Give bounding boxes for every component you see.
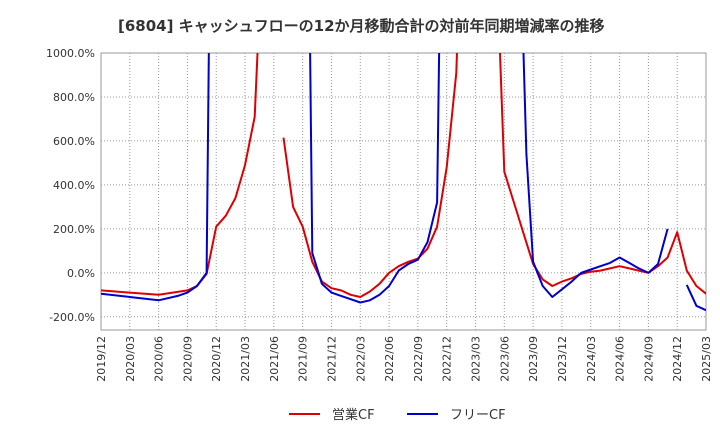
y-tick-label: 400.0% (53, 179, 95, 192)
x-tick-label: 2021/03 (239, 336, 252, 382)
x-tick-label: 2022/03 (354, 336, 367, 382)
series-line-operating-cf (498, 53, 706, 295)
y-tick-label: 600.0% (53, 135, 95, 148)
series-line-free-cf (101, 53, 210, 302)
x-tick-label: 2021/06 (268, 336, 281, 382)
legend-label: フリーCF (450, 408, 506, 423)
y-axis: -200.0% 0.0% 200.0% 400.0% 600.0% 800.0% 1000.… (46, 47, 95, 324)
x-tick-label: 2023/06 (498, 336, 511, 382)
series-line-operating-cf (282, 53, 458, 298)
series-line-free-cf (522, 53, 669, 298)
x-tick-label: 2024/03 (585, 336, 598, 382)
series-line-operating-cf (101, 53, 259, 296)
x-tick-label: 2020/06 (153, 336, 166, 382)
x-tick-label: 2022/06 (383, 336, 396, 382)
chart-title: [6804] キャッシュフローの12か月移動合計の対前年同期増減率の推移 (118, 17, 605, 35)
legend: 営業CF フリーCF (289, 407, 506, 423)
x-tick-label: 2020/09 (181, 336, 194, 382)
plot-background (101, 53, 706, 330)
x-tick-label: 2019/12 (95, 336, 108, 382)
x-tick-label: 2023/12 (556, 336, 569, 382)
x-tick-label: 2024/09 (642, 336, 655, 382)
x-tick-label: 2023/09 (527, 336, 540, 382)
y-tick-label: 800.0% (53, 91, 95, 104)
grid (100, 52, 707, 331)
x-tick-label: 2022/09 (412, 336, 425, 382)
x-tick-label: 2021/09 (297, 336, 310, 382)
x-tick-label: 2020/12 (210, 336, 223, 382)
plot-area (101, 53, 706, 312)
series-line-free-cf (309, 53, 441, 304)
legend-label: 営業CF (332, 407, 375, 423)
series-line-free-cf (685, 284, 706, 312)
y-tick-label: 1000.0% (46, 47, 95, 60)
x-tick-label: 2025/03 (700, 336, 713, 382)
x-tick-label: 2024/06 (614, 336, 627, 382)
x-axis: 2019/12 2020/03 2020/06 2020/09 2020/12 2021/… (95, 336, 713, 382)
y-tick-label: 200.0% (53, 223, 95, 236)
x-tick-label: 2024/12 (671, 336, 684, 382)
x-tick-label: 2021/12 (325, 336, 338, 382)
x-tick-label: 2020/03 (124, 336, 137, 382)
x-tick-label: 2022/12 (441, 336, 454, 382)
y-tick-label: 0.0% (67, 267, 95, 280)
y-tick-label: -200.0% (49, 311, 95, 324)
x-tick-label: 2023/03 (470, 336, 483, 382)
plot-border (100, 52, 707, 331)
